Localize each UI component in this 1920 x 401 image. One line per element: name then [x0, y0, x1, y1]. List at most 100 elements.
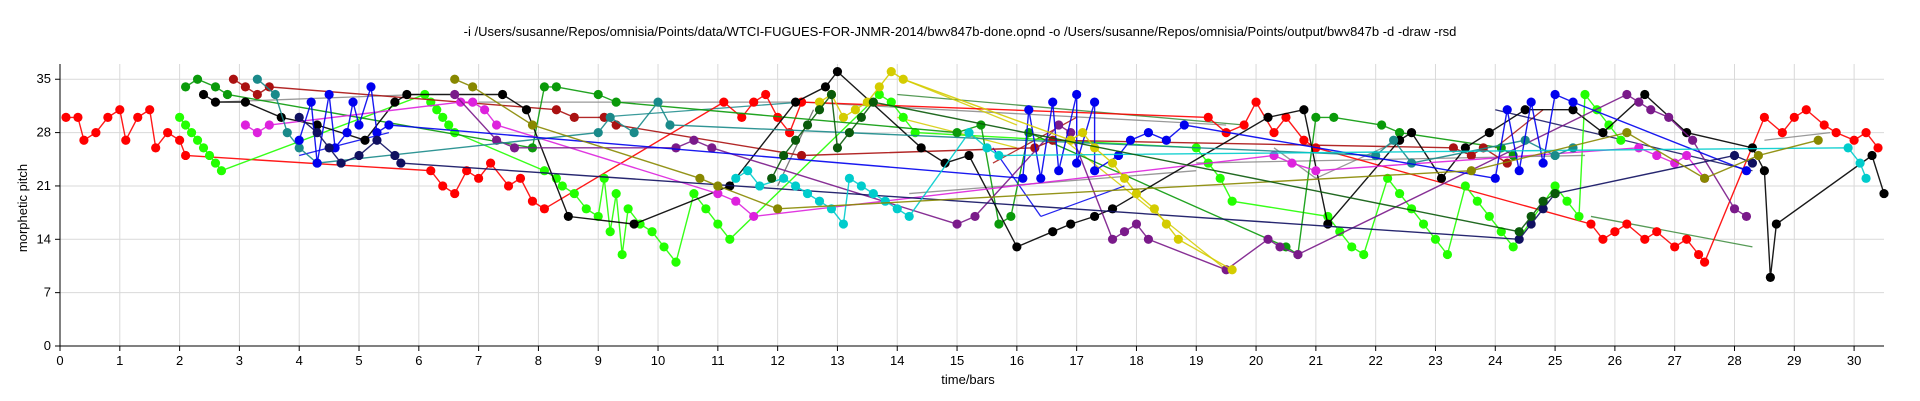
data-point — [480, 105, 490, 115]
data-point — [593, 211, 603, 222]
data-point — [210, 158, 221, 168]
y-tick-label: 35 — [37, 71, 51, 86]
series-teal — [252, 74, 1578, 168]
data-point — [1161, 219, 1171, 229]
data-point — [725, 234, 735, 244]
data-point — [904, 211, 914, 222]
data-point — [1490, 173, 1500, 183]
data-point — [1526, 211, 1536, 222]
data-point — [1879, 188, 1889, 199]
data-point — [713, 188, 723, 199]
data-point — [1771, 219, 1781, 229]
data-point — [1568, 105, 1578, 115]
data-point — [856, 112, 866, 122]
data-point — [952, 219, 962, 229]
data-point — [133, 112, 143, 122]
series-black — [198, 67, 1889, 283]
x-tick-label: 9 — [595, 353, 602, 368]
data-point — [1652, 227, 1662, 237]
data-point — [814, 196, 825, 206]
data-point — [653, 97, 663, 107]
data-point — [1107, 158, 1118, 168]
data-points — [61, 67, 1889, 283]
data-point — [1072, 89, 1082, 100]
data-point — [1508, 242, 1518, 252]
x-tick-label: 15 — [950, 353, 964, 368]
data-point — [779, 150, 789, 161]
x-tick-label: 20 — [1249, 353, 1263, 368]
data-point — [707, 143, 717, 153]
data-point — [713, 219, 723, 229]
data-point — [264, 82, 274, 92]
data-point — [1478, 143, 1488, 153]
data-point — [1670, 242, 1680, 252]
data-point — [832, 143, 843, 153]
data-point — [151, 143, 161, 153]
data-point — [1873, 143, 1883, 153]
data-point — [1831, 127, 1841, 138]
data-point — [1161, 135, 1171, 145]
data-point — [1550, 188, 1560, 199]
x-tick-label: 17 — [1069, 353, 1083, 368]
data-point — [294, 135, 304, 145]
data-point — [671, 143, 681, 153]
data-point — [1813, 135, 1823, 145]
x-tick-label: 14 — [890, 353, 904, 368]
connector-line — [1764, 131, 1831, 141]
data-point — [844, 127, 855, 138]
data-point — [186, 127, 197, 138]
data-point — [1682, 150, 1692, 161]
data-point — [282, 127, 292, 138]
data-point — [563, 211, 573, 222]
data-point — [1293, 249, 1303, 260]
data-point — [719, 97, 729, 107]
data-point — [1580, 89, 1590, 100]
data-point — [731, 196, 741, 206]
data-point — [192, 74, 203, 84]
data-point — [1436, 173, 1447, 183]
data-point — [611, 188, 621, 199]
data-point — [228, 74, 239, 84]
data-point — [336, 158, 346, 168]
data-point — [1131, 219, 1142, 229]
data-point — [1867, 150, 1877, 161]
data-point — [1753, 150, 1764, 161]
data-point — [1550, 181, 1560, 191]
data-point — [527, 196, 538, 206]
data-point — [474, 173, 484, 183]
data-point — [1275, 242, 1285, 252]
series-olive — [450, 74, 1823, 214]
data-point — [1107, 234, 1118, 244]
data-point — [468, 97, 478, 107]
data-point — [874, 82, 884, 92]
x-tick-label: 18 — [1129, 353, 1143, 368]
data-point — [1406, 127, 1417, 138]
connector-line — [1494, 109, 1544, 149]
data-point — [384, 120, 394, 130]
x-tick-label: 29 — [1787, 353, 1801, 368]
connector-line — [1064, 139, 1227, 271]
data-point — [1855, 158, 1865, 168]
data-point — [354, 150, 364, 161]
data-point — [1538, 158, 1548, 168]
data-point — [569, 188, 579, 199]
data-point — [491, 120, 502, 130]
data-point — [192, 135, 203, 145]
data-point — [1018, 173, 1028, 183]
data-point — [1024, 105, 1034, 115]
data-point — [198, 143, 209, 153]
data-point — [838, 112, 849, 122]
data-point — [1394, 127, 1405, 138]
data-point — [1263, 112, 1273, 122]
data-point — [982, 143, 992, 153]
x-tick-label: 0 — [56, 353, 63, 368]
data-point — [1526, 219, 1536, 229]
data-point — [175, 112, 185, 122]
data-point — [1466, 166, 1476, 176]
data-point — [814, 97, 825, 107]
data-point — [485, 158, 496, 168]
x-tick-label: 1 — [116, 353, 123, 368]
data-point — [964, 150, 974, 161]
data-point — [468, 82, 478, 92]
data-point — [689, 135, 699, 145]
